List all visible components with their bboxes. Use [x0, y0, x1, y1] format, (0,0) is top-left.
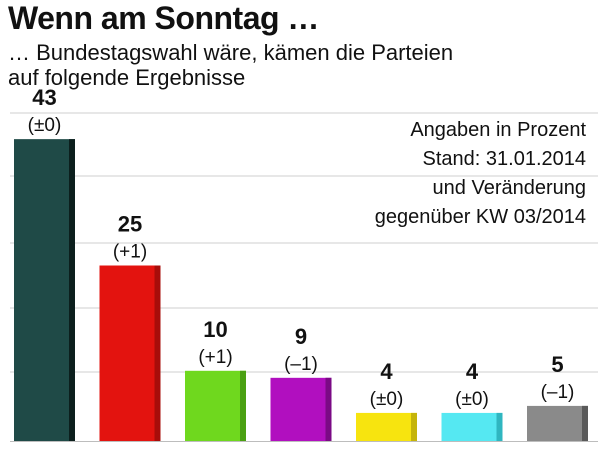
chart-note: Angaben in Prozent Stand: 31.01.2014 und…: [375, 116, 586, 232]
bar-1-change-label: (±0): [28, 115, 62, 136]
bar-7-value-label: 5: [551, 352, 563, 377]
note-line-1: Angaben in Prozent: [410, 119, 586, 141]
bar-2-shade: [154, 265, 161, 441]
subtitle-line-2: auf folgende Ergebnisse: [8, 65, 246, 90]
note-line-4: gegenüber KW 03/2014: [374, 206, 586, 228]
bar-1-shade: [69, 139, 75, 441]
bar-1-value-label: 43: [32, 85, 56, 110]
bar-5-change-label: (±0): [370, 389, 404, 410]
bar-3-change-label: (+1): [198, 347, 232, 368]
note-line-3: und Veränderung: [432, 177, 586, 199]
bar-6-change-label: (±0): [455, 389, 489, 410]
bar-7: [527, 405, 588, 441]
bar-2-change-label: (+1): [113, 242, 147, 263]
bar-2: [99, 265, 161, 441]
bar-4-change-label: (–1): [284, 354, 318, 375]
bar-3-shade: [240, 370, 246, 441]
bar-2-value-label: 25: [118, 212, 142, 237]
bar-5-value-label: 4: [380, 359, 393, 384]
bar-3: [185, 370, 246, 441]
subtitle-line-1: … Bundestagswahl wäre, kämen die Parteie…: [8, 40, 454, 65]
bar-7-shade: [582, 405, 588, 441]
bar-6: [441, 412, 503, 441]
bar-4: [270, 377, 332, 441]
chart-title: Wenn am Sonntag …: [8, 0, 319, 36]
bar-1: [14, 139, 75, 441]
chart-subtitle: … Bundestagswahl wäre, kämen die Parteie…: [8, 40, 453, 90]
bar-4-value-label: 9: [295, 324, 307, 349]
bar-3-value-label: 10: [203, 317, 227, 342]
bar-6-shade: [496, 412, 503, 441]
bar-4-shade: [325, 377, 332, 441]
bar-7-change-label: (–1): [541, 382, 575, 403]
bar-5-shade: [411, 412, 417, 441]
note-line-2: Stand: 31.01.2014: [422, 148, 586, 170]
bar-5: [356, 412, 417, 441]
bar-6-value-label: 4: [466, 359, 479, 384]
